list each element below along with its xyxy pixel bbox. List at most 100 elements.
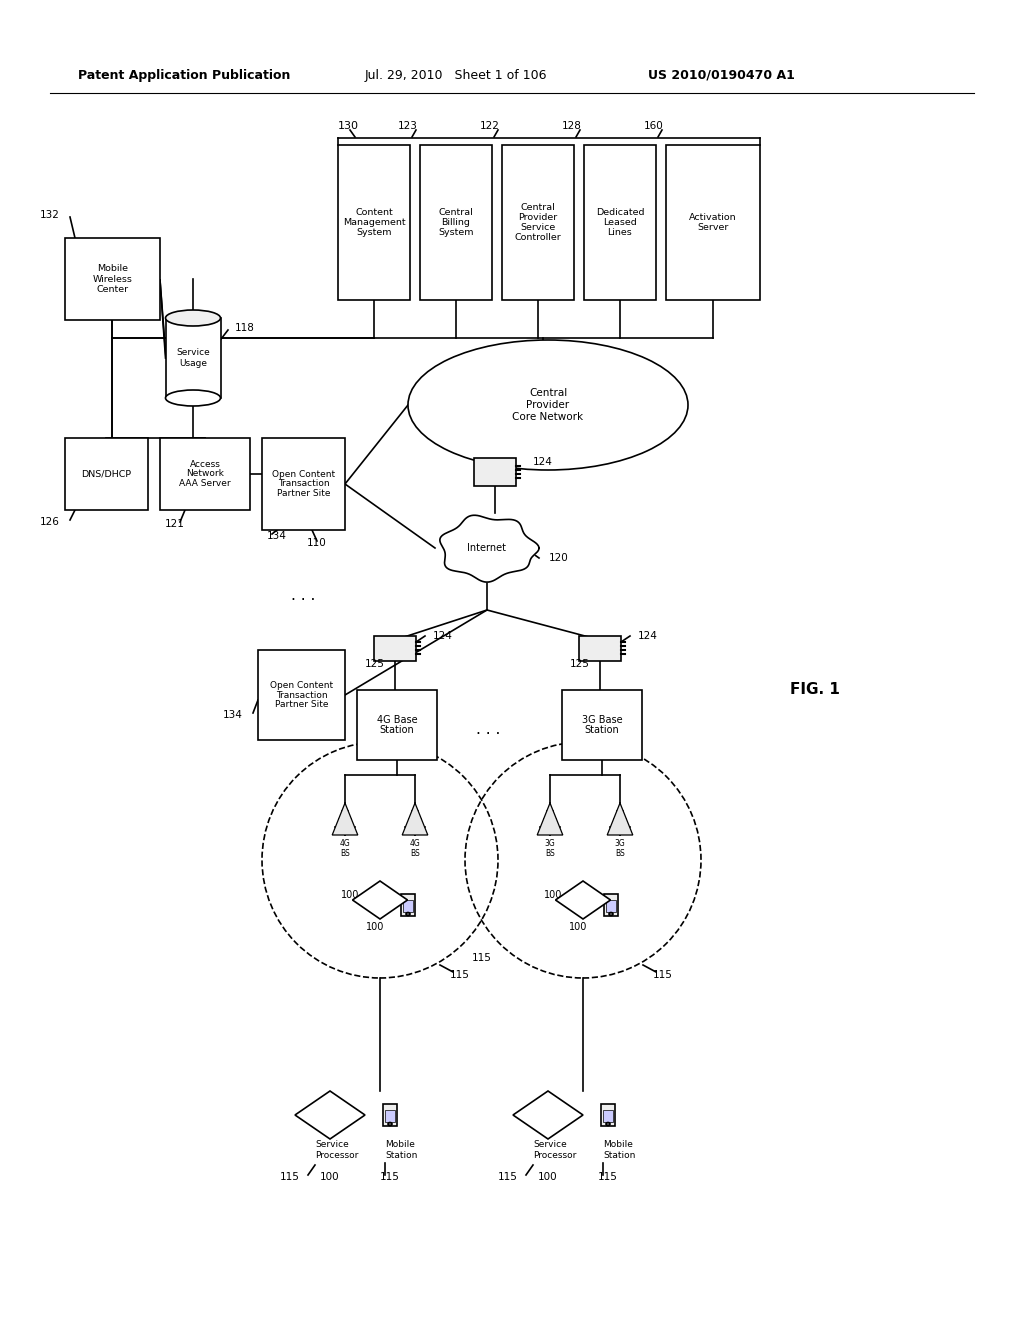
Bar (338, 145, 410, 300)
Text: Activation: Activation (689, 213, 737, 222)
Text: 115: 115 (472, 953, 492, 964)
Text: Internet: Internet (468, 543, 507, 553)
Polygon shape (402, 803, 428, 836)
Polygon shape (295, 1092, 365, 1139)
Polygon shape (332, 803, 357, 836)
Bar (160, 438, 250, 510)
Text: 100: 100 (341, 890, 359, 900)
Text: 115: 115 (653, 970, 673, 979)
Text: Dedicated: Dedicated (596, 207, 644, 216)
Text: AAA Server: AAA Server (179, 479, 230, 488)
Text: 3G Base: 3G Base (582, 714, 623, 725)
Text: 115: 115 (598, 1172, 617, 1181)
Text: 125: 125 (570, 659, 590, 669)
Text: Open Content: Open Content (272, 470, 335, 479)
Text: Management: Management (343, 218, 406, 227)
Text: Server: Server (697, 223, 729, 232)
Bar (385, 1110, 395, 1122)
Text: 123: 123 (398, 121, 418, 131)
Text: Service
Processor: Service Processor (315, 1140, 358, 1160)
Polygon shape (555, 880, 610, 919)
Ellipse shape (606, 1122, 610, 1126)
Bar (374, 635, 416, 660)
Text: 118: 118 (234, 323, 255, 333)
Text: 124: 124 (534, 457, 553, 467)
Text: 110: 110 (307, 539, 327, 548)
Bar (258, 649, 345, 741)
Polygon shape (538, 803, 563, 836)
Text: 126: 126 (40, 517, 60, 527)
Text: 120: 120 (549, 553, 568, 564)
Ellipse shape (166, 389, 220, 407)
Bar (403, 900, 413, 912)
Text: 4G
BS: 4G BS (410, 840, 421, 858)
Text: Network: Network (186, 470, 224, 479)
Bar (65, 438, 148, 510)
Bar (383, 1104, 397, 1126)
Text: Center: Center (96, 285, 129, 294)
Ellipse shape (166, 310, 220, 326)
Text: 134: 134 (223, 710, 243, 719)
Polygon shape (607, 803, 633, 836)
Text: Patent Application Publication: Patent Application Publication (78, 69, 291, 82)
Text: Partner Site: Partner Site (274, 700, 329, 709)
Ellipse shape (406, 912, 410, 916)
Text: . . .: . . . (291, 587, 315, 602)
Text: Access: Access (189, 459, 220, 469)
Polygon shape (440, 515, 539, 582)
Text: Transaction: Transaction (275, 690, 328, 700)
Text: Central: Central (438, 207, 473, 216)
Bar (65, 238, 160, 319)
Bar (603, 1110, 613, 1122)
Text: System: System (438, 228, 474, 238)
Text: Lines: Lines (607, 228, 633, 238)
Bar (166, 318, 220, 399)
Text: 100: 100 (366, 921, 384, 932)
Text: 100: 100 (321, 1172, 340, 1181)
Text: 115: 115 (498, 1172, 518, 1181)
Text: Leased: Leased (603, 218, 637, 227)
Text: Mobile
Station: Mobile Station (385, 1140, 418, 1160)
Text: Mobile: Mobile (97, 264, 128, 273)
Text: 122: 122 (480, 121, 500, 131)
Text: 115: 115 (451, 970, 470, 979)
Bar (601, 1104, 615, 1126)
Text: Content: Content (355, 207, 393, 216)
Text: Provider: Provider (518, 213, 558, 222)
Text: System: System (356, 228, 392, 238)
Text: 128: 128 (562, 121, 582, 131)
Bar (420, 145, 492, 300)
Text: 3G
BS: 3G BS (545, 840, 555, 858)
Text: Central
Provider
Core Network: Central Provider Core Network (512, 388, 584, 421)
Text: 124: 124 (638, 631, 657, 642)
Text: Service
Processor: Service Processor (534, 1140, 577, 1160)
Text: DNS/DHCP: DNS/DHCP (82, 470, 131, 479)
Text: 4G
BS: 4G BS (340, 840, 350, 858)
Text: 125: 125 (366, 659, 385, 669)
Text: 115: 115 (281, 1172, 300, 1181)
Bar (584, 145, 656, 300)
Text: Central: Central (520, 203, 555, 211)
Text: Service
Usage: Service Usage (176, 348, 210, 368)
Text: Partner Site: Partner Site (276, 490, 331, 498)
Text: 4G Base: 4G Base (377, 714, 418, 725)
Bar (262, 438, 345, 531)
Text: 130: 130 (338, 121, 359, 131)
Text: FIG. 1: FIG. 1 (790, 682, 840, 697)
Bar (606, 900, 616, 912)
Bar (357, 690, 437, 760)
Polygon shape (352, 880, 408, 919)
Text: Wireless: Wireless (92, 275, 132, 284)
Text: Controller: Controller (515, 234, 561, 243)
Text: 134: 134 (267, 531, 287, 541)
Bar (666, 145, 760, 300)
Text: 100: 100 (568, 921, 587, 932)
Text: Transaction: Transaction (278, 479, 330, 488)
Text: Station: Station (380, 725, 415, 735)
Text: US 2010/0190470 A1: US 2010/0190470 A1 (648, 69, 795, 82)
Ellipse shape (388, 1122, 392, 1126)
Text: Service: Service (520, 223, 556, 232)
Ellipse shape (609, 912, 613, 916)
Text: 100: 100 (539, 1172, 558, 1181)
Text: Open Content: Open Content (270, 681, 333, 690)
